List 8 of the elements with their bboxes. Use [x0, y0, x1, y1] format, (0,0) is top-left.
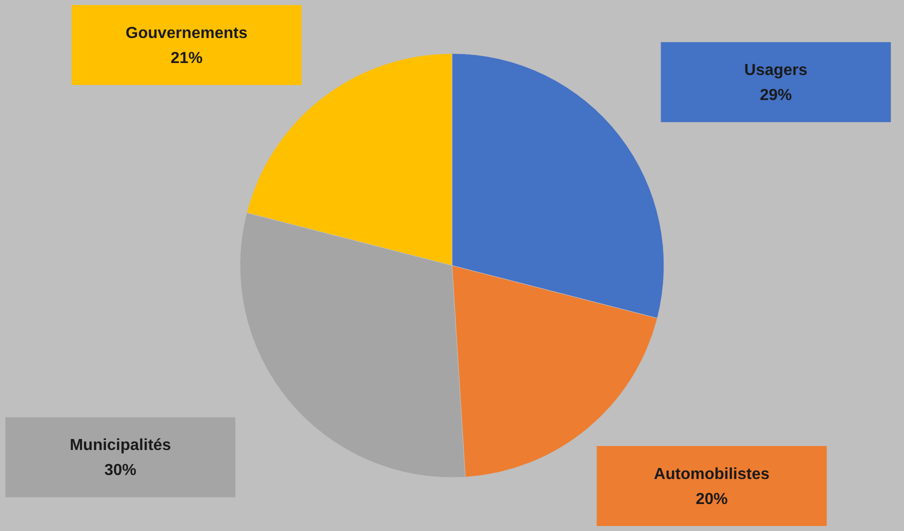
- data-label: 20%: [696, 491, 728, 508]
- slice-label: Gouvernements: [126, 25, 248, 42]
- slice-label: Usagers: [744, 62, 808, 80]
- data-label: 30%: [104, 462, 136, 480]
- slice-label: Municipalités: [70, 437, 172, 454]
- data-label: 29%: [760, 87, 792, 104]
- data-label: 21%: [170, 50, 203, 67]
- slice-label: Automobilistes: [654, 466, 770, 483]
